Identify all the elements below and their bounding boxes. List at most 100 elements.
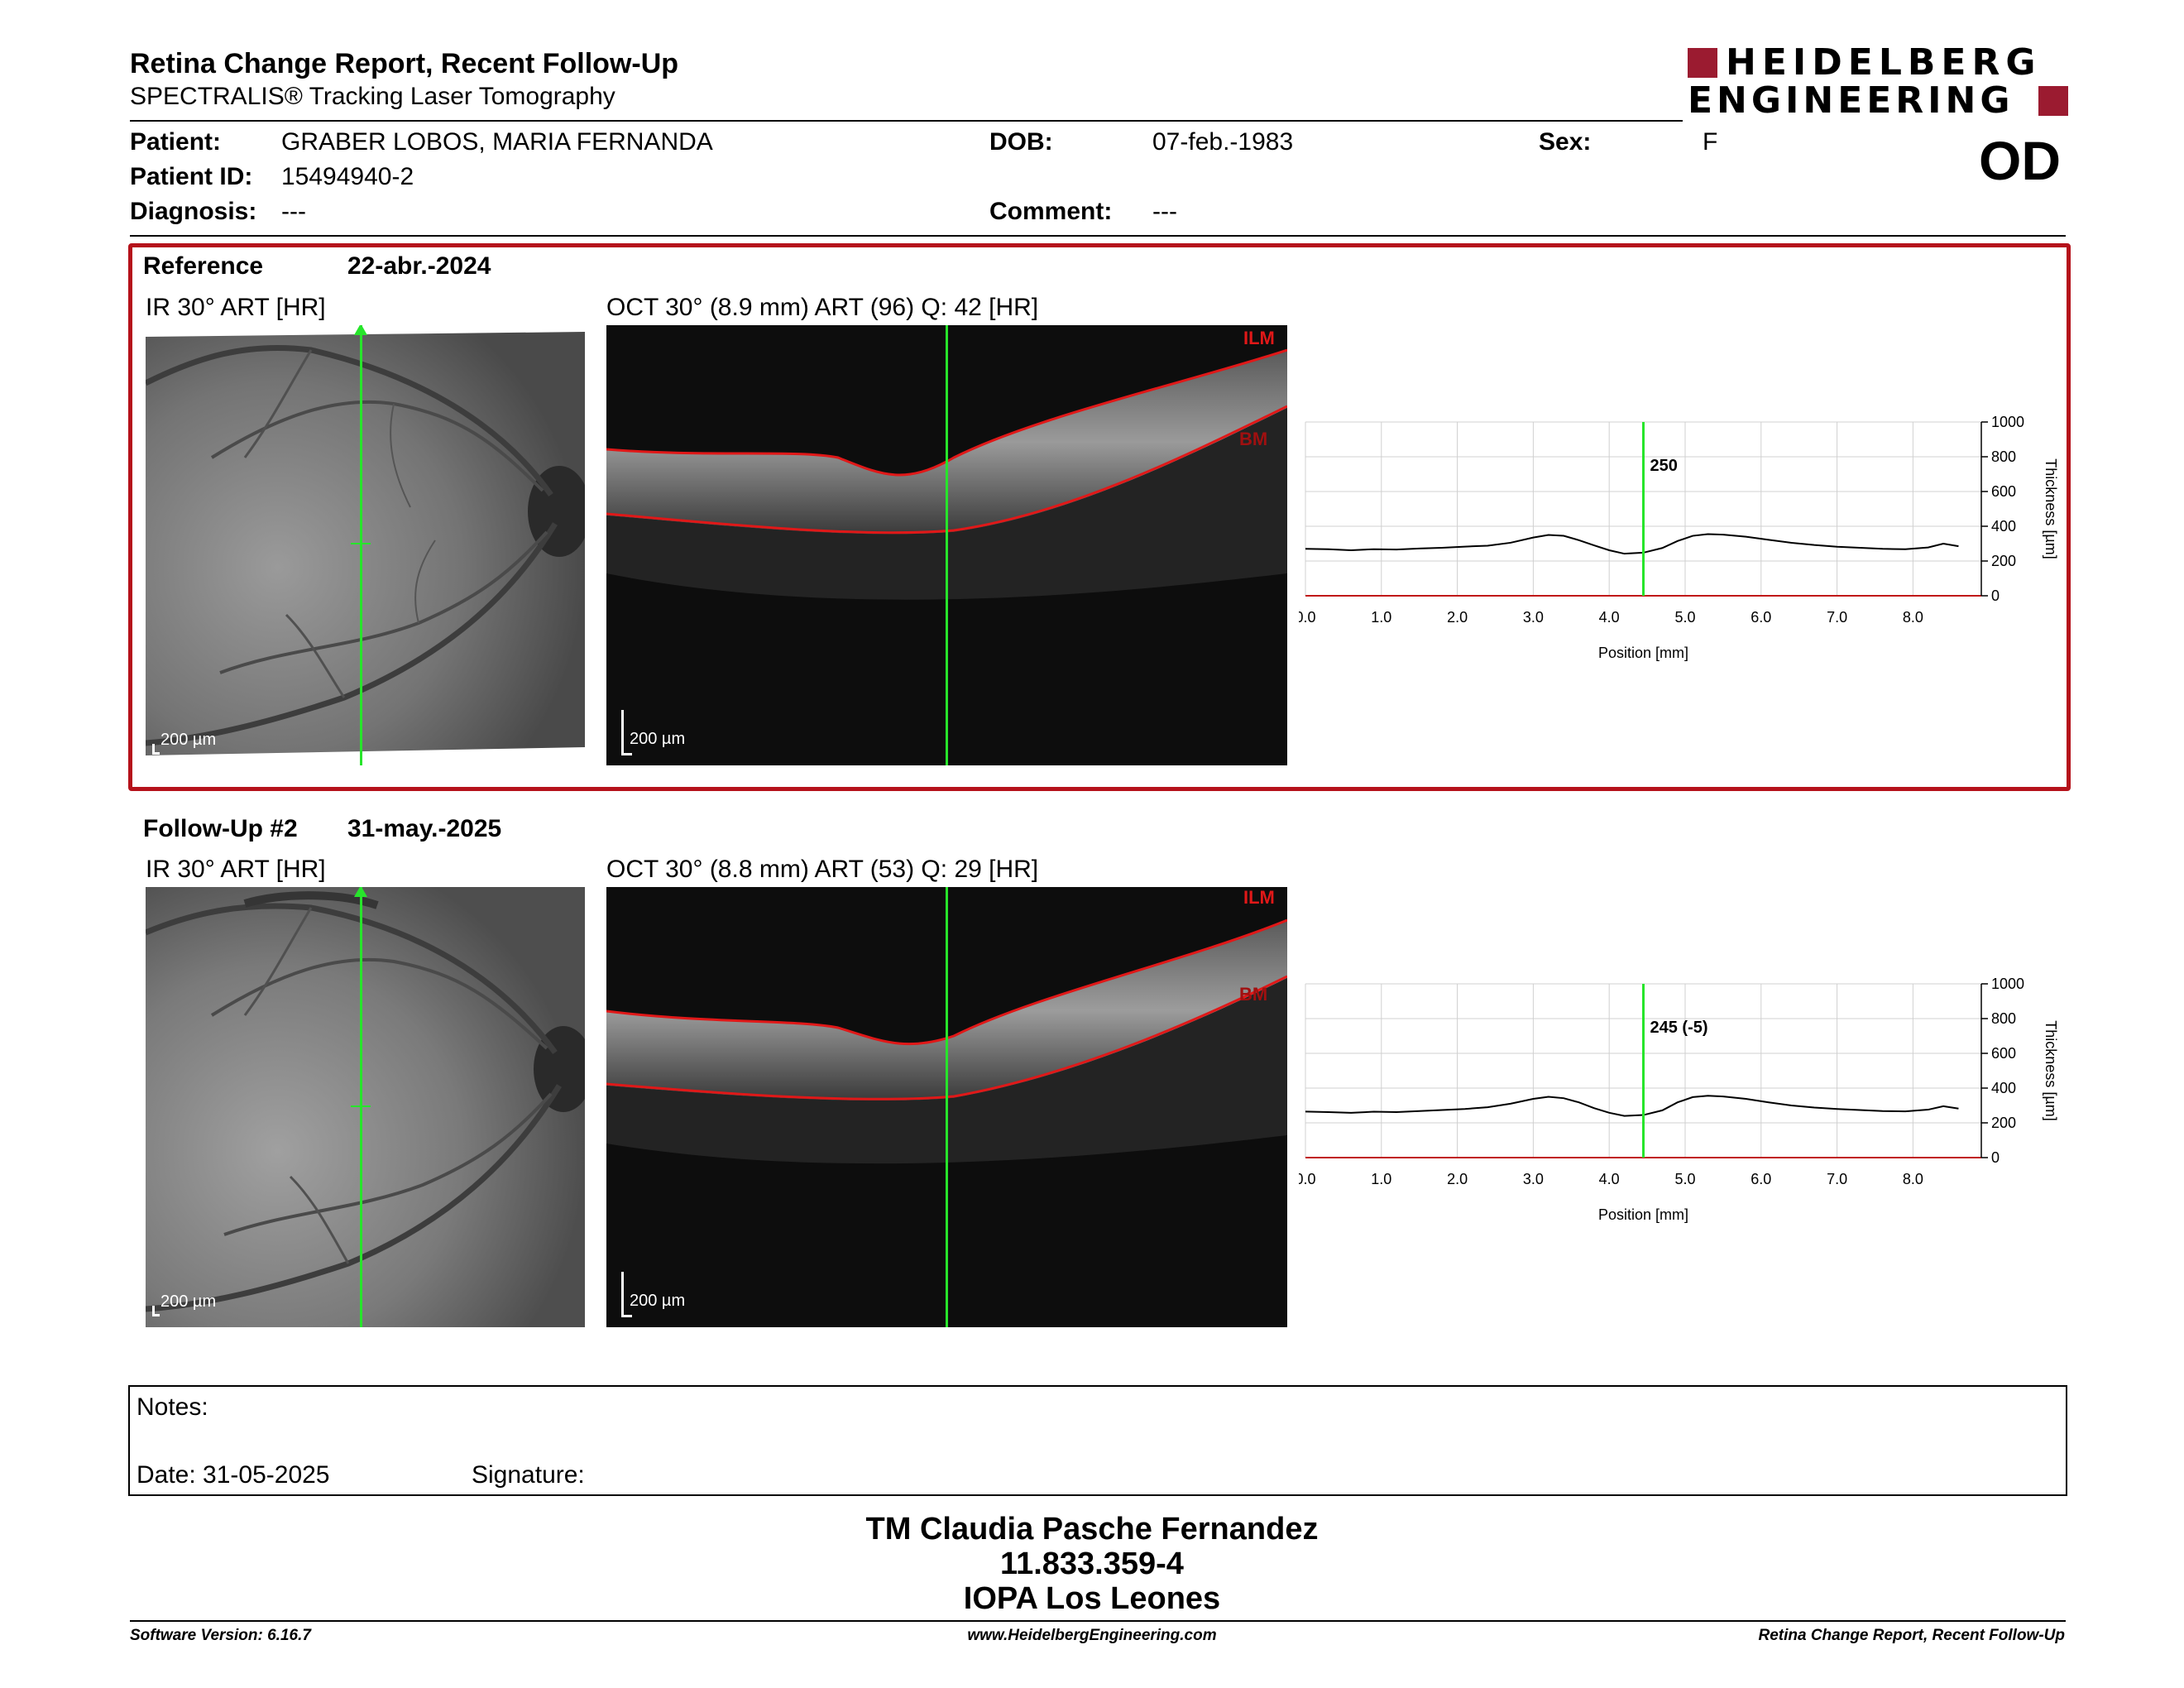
chart-y-tick-label: 200 bbox=[1991, 1115, 2016, 1131]
patient-id-value: 15494940-2 bbox=[281, 163, 414, 190]
diagnosis-label: Diagnosis: bbox=[130, 198, 257, 225]
exam-label: Reference bbox=[143, 252, 264, 280]
chart-y-tick-label: 400 bbox=[1991, 1080, 2016, 1096]
scale-bar-marker bbox=[621, 1272, 632, 1317]
scale-label: 200 µm bbox=[630, 730, 686, 748]
chart-x-tick-label: 8.0 bbox=[1903, 1171, 1923, 1187]
ir-fundus-image[interactable]: 200 µm bbox=[146, 887, 585, 1327]
report-subtitle: SPECTRALIS® Tracking Laser Tomography bbox=[130, 83, 615, 110]
chart-x-axis-label: Position [mm] bbox=[1598, 645, 1688, 661]
oct-bscan-image[interactable]: ILM BM 200 µm bbox=[606, 887, 1287, 1327]
chart-y-axis-label: Thickness [µm] bbox=[2043, 458, 2059, 559]
fovea-cross-icon bbox=[351, 543, 371, 544]
notes-date: Date: 31-05-2025 bbox=[136, 1461, 330, 1489]
scan-position-line bbox=[946, 325, 948, 765]
scale-bar-marker bbox=[152, 744, 160, 755]
dob-label: DOB: bbox=[989, 128, 1053, 156]
chart-x-tick-label: 5.0 bbox=[1674, 609, 1695, 626]
patient-label: Patient: bbox=[130, 128, 222, 156]
eye-indicator: OD bbox=[1979, 130, 2061, 191]
chart-x-tick-label: 0.0 bbox=[1299, 609, 1316, 626]
exam-date: 31-may.-2025 bbox=[347, 815, 502, 842]
chart-x-tick-label: 6.0 bbox=[1751, 1171, 1771, 1187]
chart-x-tick-label: 4.0 bbox=[1599, 609, 1620, 626]
chart-x-tick-label: 1.0 bbox=[1371, 609, 1391, 626]
ir-fundus-drawing bbox=[146, 887, 585, 1327]
chart-y-tick-label: 400 bbox=[1991, 518, 2016, 535]
chart-cursor-value: 245 (-5) bbox=[1650, 1019, 1708, 1037]
ilm-label: ILM bbox=[1243, 887, 1275, 908]
operator-place: IOPA Los Leones bbox=[963, 1581, 1221, 1616]
software-version: Software Version: 6.16.7 bbox=[130, 1627, 311, 1644]
sex-value: F bbox=[1703, 128, 1718, 156]
exam-label: Follow-Up #2 bbox=[143, 815, 298, 842]
comment-value: --- bbox=[1152, 198, 1177, 225]
bm-label: BM bbox=[1239, 429, 1268, 449]
notes-box[interactable]: Notes: Date: 31-05-2025 Signature: bbox=[128, 1385, 2067, 1496]
chart-x-tick-label: 3.0 bbox=[1523, 1171, 1544, 1187]
header-divider bbox=[130, 120, 1683, 122]
chart-y-tick-label: 1000 bbox=[1991, 976, 2024, 992]
ir-caption: IR 30° ART [HR] bbox=[146, 856, 326, 883]
oct-bscan-drawing bbox=[606, 348, 1287, 600]
ir-fundus-image[interactable]: 200 µm bbox=[146, 325, 585, 765]
chart-y-tick-label: 800 bbox=[1991, 448, 2016, 465]
signature-label: Signature: bbox=[472, 1461, 585, 1489]
chart-x-tick-label: 7.0 bbox=[1827, 1171, 1847, 1187]
patient-id-label: Patient ID: bbox=[130, 163, 253, 190]
operator-signature: TM Claudia Pasche Fernandez 11.833.359-4… bbox=[0, 1512, 2184, 1616]
sex-label: Sex: bbox=[1539, 128, 1592, 156]
chart-cursor-value: 250 bbox=[1650, 457, 1678, 475]
chart-y-tick-label: 0 bbox=[1991, 587, 2000, 604]
scan-line bbox=[360, 887, 362, 1327]
ir-caption: IR 30° ART [HR] bbox=[146, 294, 326, 321]
chart-series-line bbox=[1305, 533, 1959, 555]
oct-caption: OCT 30° (8.9 mm) ART (96) Q: 42 [HR] bbox=[606, 294, 1039, 321]
operator-id: 11.833.359-4 bbox=[1000, 1547, 1184, 1581]
oct-bscan-image[interactable]: ILM BM 200 µm bbox=[606, 325, 1287, 765]
chart-x-tick-label: 2.0 bbox=[1447, 609, 1468, 626]
chart-x-tick-label: 4.0 bbox=[1599, 1171, 1620, 1187]
scale-bar-marker bbox=[152, 1306, 160, 1316]
oct-bscan-drawing bbox=[606, 918, 1287, 1164]
footer-report-name: Retina Change Report, Recent Follow-Up bbox=[1758, 1627, 2065, 1644]
logo-text-engineering: ENGINEERING bbox=[1688, 79, 2014, 122]
ilm-label: ILM bbox=[1243, 328, 1275, 348]
chart-plot-area: 0.0 1.0 2.0 3.0 4.0 5.0 6.0 7.0 8.0 0 200 400 600 800… bbox=[1299, 414, 2059, 661]
chart-y-axis-label: Thickness [µm] bbox=[2043, 1020, 2059, 1120]
logo-square-bottom bbox=[2038, 86, 2068, 116]
thickness-chart: 0.0 1.0 2.0 3.0 4.0 5.0 6.0 7.0 8.0 0 200 400 600 800… bbox=[1299, 414, 2059, 661]
thickness-chart: 0.0 1.0 2.0 3.0 4.0 5.0 6.0 7.0 8.0 0 200 400 600 800… bbox=[1299, 976, 2059, 1223]
chart-x-tick-label: 2.0 bbox=[1447, 1171, 1468, 1187]
website-link[interactable]: www.HeidelbergEngineering.com bbox=[967, 1627, 1217, 1644]
logo-square-top bbox=[1688, 48, 1717, 78]
heidelberg-logo: HEIDELBERG ENGINEERING bbox=[1688, 41, 2068, 122]
scan-direction-arrow-icon bbox=[354, 325, 367, 335]
chart-x-tick-label: 0.0 bbox=[1299, 1171, 1316, 1187]
chart-y-tick-label: 600 bbox=[1991, 1045, 2016, 1062]
chart-y-tick-label: 0 bbox=[1991, 1149, 2000, 1166]
logo-text-heidelberg: HEIDELBERG bbox=[1726, 41, 2042, 84]
scale-label: 200 µm bbox=[160, 1292, 217, 1311]
patient-name: GRABER LOBOS, MARIA FERNANDA bbox=[281, 128, 713, 156]
scale-label: 200 µm bbox=[160, 731, 217, 749]
reference-frame bbox=[128, 243, 2071, 791]
scan-direction-arrow-icon bbox=[354, 887, 367, 897]
footer-divider bbox=[130, 1620, 2066, 1622]
chart-x-tick-label: 6.0 bbox=[1751, 609, 1771, 626]
comment-label: Comment: bbox=[989, 198, 1113, 225]
scale-label: 200 µm bbox=[630, 1292, 686, 1310]
chart-y-tick-label: 200 bbox=[1991, 553, 2016, 569]
bm-label: BM bbox=[1239, 984, 1268, 1005]
chart-y-tick-label: 600 bbox=[1991, 483, 2016, 500]
chart-x-tick-label: 5.0 bbox=[1674, 1171, 1695, 1187]
chart-x-tick-label: 8.0 bbox=[1903, 609, 1923, 626]
oct-caption: OCT 30° (8.8 mm) ART (53) Q: 29 [HR] bbox=[606, 856, 1039, 883]
scale-bar-marker bbox=[621, 710, 632, 755]
chart-plot-area: 0.0 1.0 2.0 3.0 4.0 5.0 6.0 7.0 8.0 0 200 400 600 800… bbox=[1299, 976, 2059, 1223]
diagnosis-value: --- bbox=[281, 198, 306, 225]
report-title: Retina Change Report, Recent Follow-Up bbox=[130, 48, 679, 79]
notes-label: Notes: bbox=[136, 1393, 208, 1421]
operator-name: TM Claudia Pasche Fernandez bbox=[865, 1512, 1319, 1547]
chart-y-tick-label: 800 bbox=[1991, 1010, 2016, 1027]
